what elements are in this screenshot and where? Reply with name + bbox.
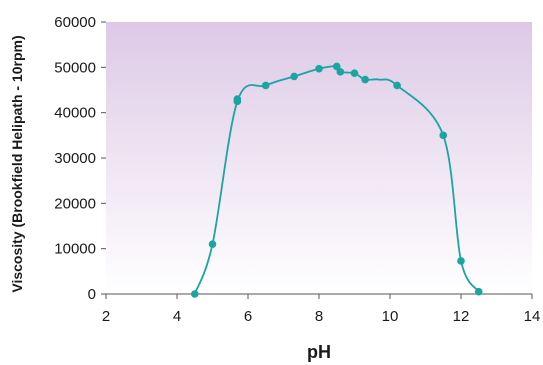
- data-point: [233, 95, 242, 103]
- data-point: [457, 257, 465, 265]
- y-tick-label: 20000: [54, 195, 96, 212]
- y-tick-label: 50000: [54, 59, 96, 76]
- data-point: [290, 72, 298, 81]
- x-axis-title: pH: [307, 342, 331, 362]
- y-tick-label: 40000: [54, 105, 96, 122]
- data-point: [208, 240, 217, 248]
- x-tick-label: 4: [173, 308, 181, 325]
- x-tick-label: 10: [382, 308, 399, 325]
- data-point: [439, 131, 448, 140]
- x-tick-label: 14: [524, 308, 541, 325]
- y-tick-label: 0: [88, 286, 96, 303]
- x-tick-label: 6: [244, 308, 252, 325]
- data-point: [336, 68, 345, 76]
- x-tick-label: 2: [102, 308, 110, 325]
- plot-area: [106, 22, 532, 294]
- data-point: [332, 62, 341, 71]
- y-tick-label: 60000: [54, 14, 96, 31]
- y-tick-label: 10000: [54, 241, 96, 258]
- y-tick-label: 30000: [54, 150, 96, 167]
- data-points: [190, 62, 483, 298]
- x-tick-label: 12: [453, 308, 470, 325]
- data-point: [393, 81, 401, 90]
- y-axis-title: Viscosity (Brookfield Helipath - 10rpm): [9, 35, 25, 292]
- data-point: [315, 64, 323, 73]
- x-axis-ticks: 2 4 6 8 10 12 14: [102, 294, 541, 325]
- data-point: [474, 287, 483, 296]
- data-point: [350, 69, 359, 78]
- data-point: [190, 290, 199, 298]
- y-axis-ticks: 0 10000 20000 30000 40000 50000 60000: [54, 14, 106, 303]
- data-point: [361, 75, 369, 84]
- x-tick-label: 8: [315, 308, 323, 325]
- data-point: [261, 81, 270, 90]
